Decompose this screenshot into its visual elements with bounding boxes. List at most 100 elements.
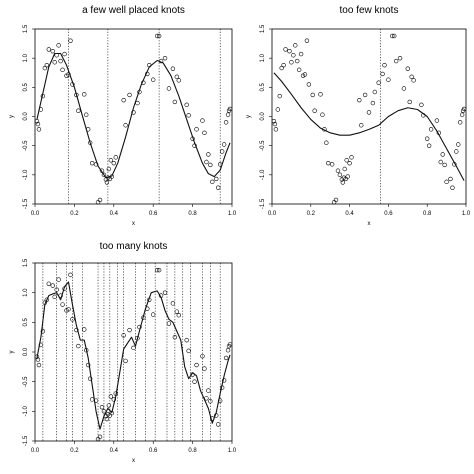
x-tick-label: 1.0 xyxy=(462,211,471,217)
y-tick-label: -0.5 xyxy=(23,376,29,387)
data-point xyxy=(434,118,440,123)
x-tick-label: 0.2 xyxy=(70,448,79,454)
x-tick-label: 0.0 xyxy=(31,448,40,454)
data-point xyxy=(151,77,156,82)
data-point xyxy=(326,160,331,166)
data-point xyxy=(349,155,354,160)
x-tick-label: 0.6 xyxy=(149,448,158,454)
data-point xyxy=(89,397,95,402)
data-point xyxy=(456,142,461,147)
y-tick-label: 0.0 xyxy=(23,112,29,121)
data-point xyxy=(386,77,391,82)
data-point xyxy=(127,327,132,333)
data-point xyxy=(344,158,349,163)
data-point xyxy=(50,283,55,288)
data-point xyxy=(111,397,117,402)
x-tick-label: 0.8 xyxy=(423,211,432,217)
chart-title: too few knots xyxy=(340,5,399,16)
panel-too-many-knots: too many knots 0.0 0.2 0.4 0.6 0.8 1.0 -1.5 -1.0… xyxy=(9,241,237,464)
data-point xyxy=(382,62,387,68)
data-point xyxy=(227,106,233,112)
data-point xyxy=(409,74,414,80)
data-point xyxy=(342,166,347,172)
data-point xyxy=(50,48,55,54)
data-point xyxy=(397,55,403,61)
data-point xyxy=(186,113,191,118)
fitted-spline-line xyxy=(36,281,231,430)
data-point xyxy=(208,162,213,168)
data-point xyxy=(76,343,81,349)
data-point xyxy=(277,93,282,99)
data-point xyxy=(186,348,191,354)
x-axis-label: x xyxy=(132,221,135,227)
data-point xyxy=(411,78,416,83)
data-point xyxy=(44,62,50,68)
data-point xyxy=(170,301,176,306)
y-tick-label: 0.5 xyxy=(23,318,29,327)
data-point xyxy=(324,140,329,145)
y-tick-label: -1.5 xyxy=(260,198,266,209)
data-point xyxy=(154,33,160,39)
data-point xyxy=(454,149,459,154)
data-point xyxy=(208,399,213,404)
data-point xyxy=(426,143,432,148)
y-axis-label: y xyxy=(246,115,252,118)
data-point xyxy=(54,287,59,292)
data-point xyxy=(35,357,41,362)
data-point xyxy=(296,67,302,73)
x-tick-label: 1.0 xyxy=(228,211,237,217)
x-axis-label: x xyxy=(132,458,135,464)
data-point xyxy=(359,123,364,128)
data-point xyxy=(461,106,467,112)
y-tick-label: 1.5 xyxy=(260,24,266,33)
data-point xyxy=(392,33,397,39)
data-point xyxy=(60,302,65,307)
panel-well-placed-knots: a few well placed knots 0.0 0.2 0.4 0.6 0.8 1.… xyxy=(9,5,237,227)
y-tick-label: -1.0 xyxy=(23,169,29,180)
data-point xyxy=(329,162,335,167)
data-point xyxy=(304,38,310,43)
data-point xyxy=(162,290,168,295)
data-point xyxy=(310,92,315,98)
data-point xyxy=(318,92,323,97)
data-point xyxy=(62,51,67,57)
data-point xyxy=(425,136,430,141)
chart-title: too many knots xyxy=(100,241,168,252)
data-point xyxy=(111,160,117,166)
data-point xyxy=(221,378,227,383)
data-point xyxy=(340,180,346,185)
data-point xyxy=(450,185,455,190)
y-tick-label: 1.0 xyxy=(260,53,266,62)
fitted-spline-line xyxy=(273,72,465,181)
data-point xyxy=(172,99,178,105)
data-point xyxy=(104,416,110,422)
x-tick-label: 0.6 xyxy=(149,211,158,217)
data-point xyxy=(345,174,350,179)
data-point xyxy=(35,121,41,127)
data-point xyxy=(184,337,189,343)
data-point xyxy=(337,172,343,178)
data-point xyxy=(444,179,449,185)
data-point xyxy=(151,312,156,317)
data-point xyxy=(108,158,114,163)
data-point xyxy=(225,112,231,117)
x-tick-label: 0.8 xyxy=(188,211,197,217)
y-tick-label: 0.5 xyxy=(23,83,29,92)
data-point xyxy=(127,92,132,98)
x-tick-label: 0.4 xyxy=(345,211,354,217)
data-point xyxy=(121,97,126,103)
data-point xyxy=(372,89,378,95)
data-point xyxy=(380,71,385,77)
x-axis-label: x xyxy=(368,221,371,227)
plot-frame xyxy=(271,28,467,205)
y-tick-label: -1.0 xyxy=(260,169,266,180)
y-tick-label: -1.5 xyxy=(23,198,29,209)
data-point xyxy=(82,92,87,97)
data-point xyxy=(82,327,87,332)
data-point xyxy=(200,118,205,123)
data-point xyxy=(206,152,211,157)
data-point xyxy=(106,403,112,408)
data-point xyxy=(227,342,233,347)
data-point xyxy=(283,47,288,52)
data-point xyxy=(223,120,229,125)
